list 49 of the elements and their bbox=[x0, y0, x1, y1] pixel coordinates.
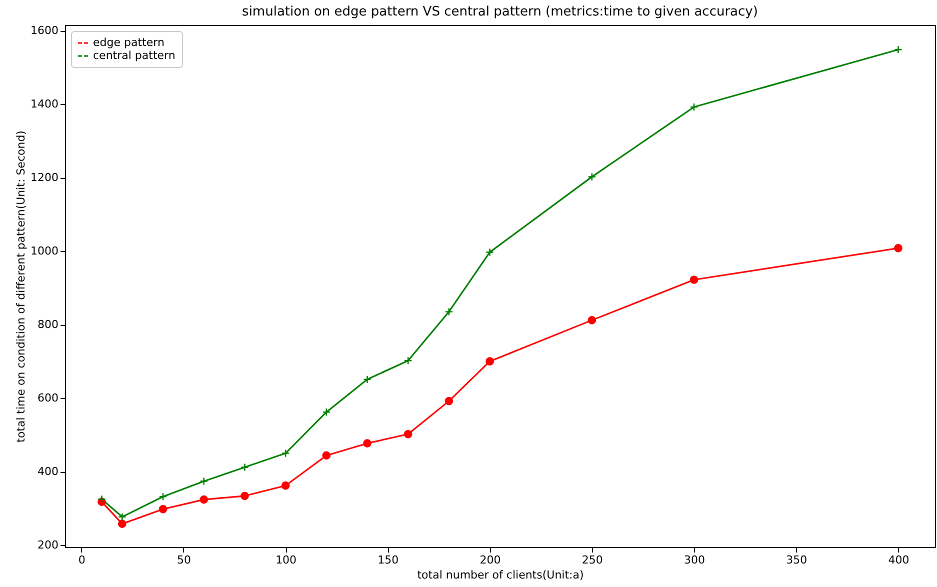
point bbox=[118, 512, 126, 522]
point bbox=[363, 375, 372, 384]
chart-title: simulation on edge pattern VS central pattern (metrics:time to given accuracy) bbox=[242, 4, 758, 20]
point bbox=[118, 520, 126, 528]
x-tick-label: 150 bbox=[378, 554, 399, 566]
legend-label: edge pattern bbox=[93, 36, 164, 49]
point bbox=[486, 357, 494, 366]
x-tick-label: 350 bbox=[786, 554, 808, 566]
y-tick-label: 800 bbox=[38, 318, 58, 332]
point bbox=[486, 248, 494, 256]
point bbox=[322, 451, 331, 460]
point bbox=[98, 495, 106, 504]
y-axis-title: total time on condition of different pattern(Unit: Second) bbox=[14, 130, 28, 442]
point bbox=[444, 308, 454, 316]
point bbox=[588, 172, 596, 182]
point bbox=[200, 477, 208, 486]
y-tick-label: 400 bbox=[38, 465, 58, 478]
point bbox=[158, 492, 168, 501]
x-axis-title: total number of clients(Unit:a) bbox=[417, 568, 584, 582]
point bbox=[444, 396, 454, 406]
legend-label: central pattern bbox=[93, 49, 176, 62]
point bbox=[240, 492, 249, 500]
point bbox=[240, 463, 249, 472]
y-tick-label: 600 bbox=[38, 392, 58, 405]
point bbox=[363, 439, 372, 448]
point bbox=[404, 356, 412, 365]
y-tick-label: 200 bbox=[38, 538, 58, 552]
y-tick-label: 1000 bbox=[30, 244, 58, 258]
x-tick-label: 250 bbox=[582, 554, 603, 566]
point bbox=[690, 102, 698, 112]
x-tick-label: 50 bbox=[176, 554, 191, 566]
x-tick-label: 300 bbox=[684, 554, 706, 566]
point bbox=[281, 481, 290, 490]
point bbox=[281, 449, 290, 458]
x-tick-label: 200 bbox=[480, 554, 501, 566]
point bbox=[200, 495, 208, 504]
point bbox=[894, 244, 902, 252]
x-tick-label: 400 bbox=[888, 554, 910, 566]
y-tick-label: 1600 bbox=[30, 24, 58, 38]
y-tick-label: 1400 bbox=[30, 98, 58, 111]
point bbox=[158, 504, 168, 514]
point bbox=[588, 316, 596, 324]
x-tick-label: 100 bbox=[276, 554, 297, 566]
point bbox=[322, 408, 331, 416]
x-tick-label: 0 bbox=[78, 554, 86, 566]
point bbox=[894, 45, 902, 54]
point bbox=[404, 430, 412, 438]
y-tick-label: 1200 bbox=[30, 171, 58, 184]
point bbox=[690, 276, 698, 284]
